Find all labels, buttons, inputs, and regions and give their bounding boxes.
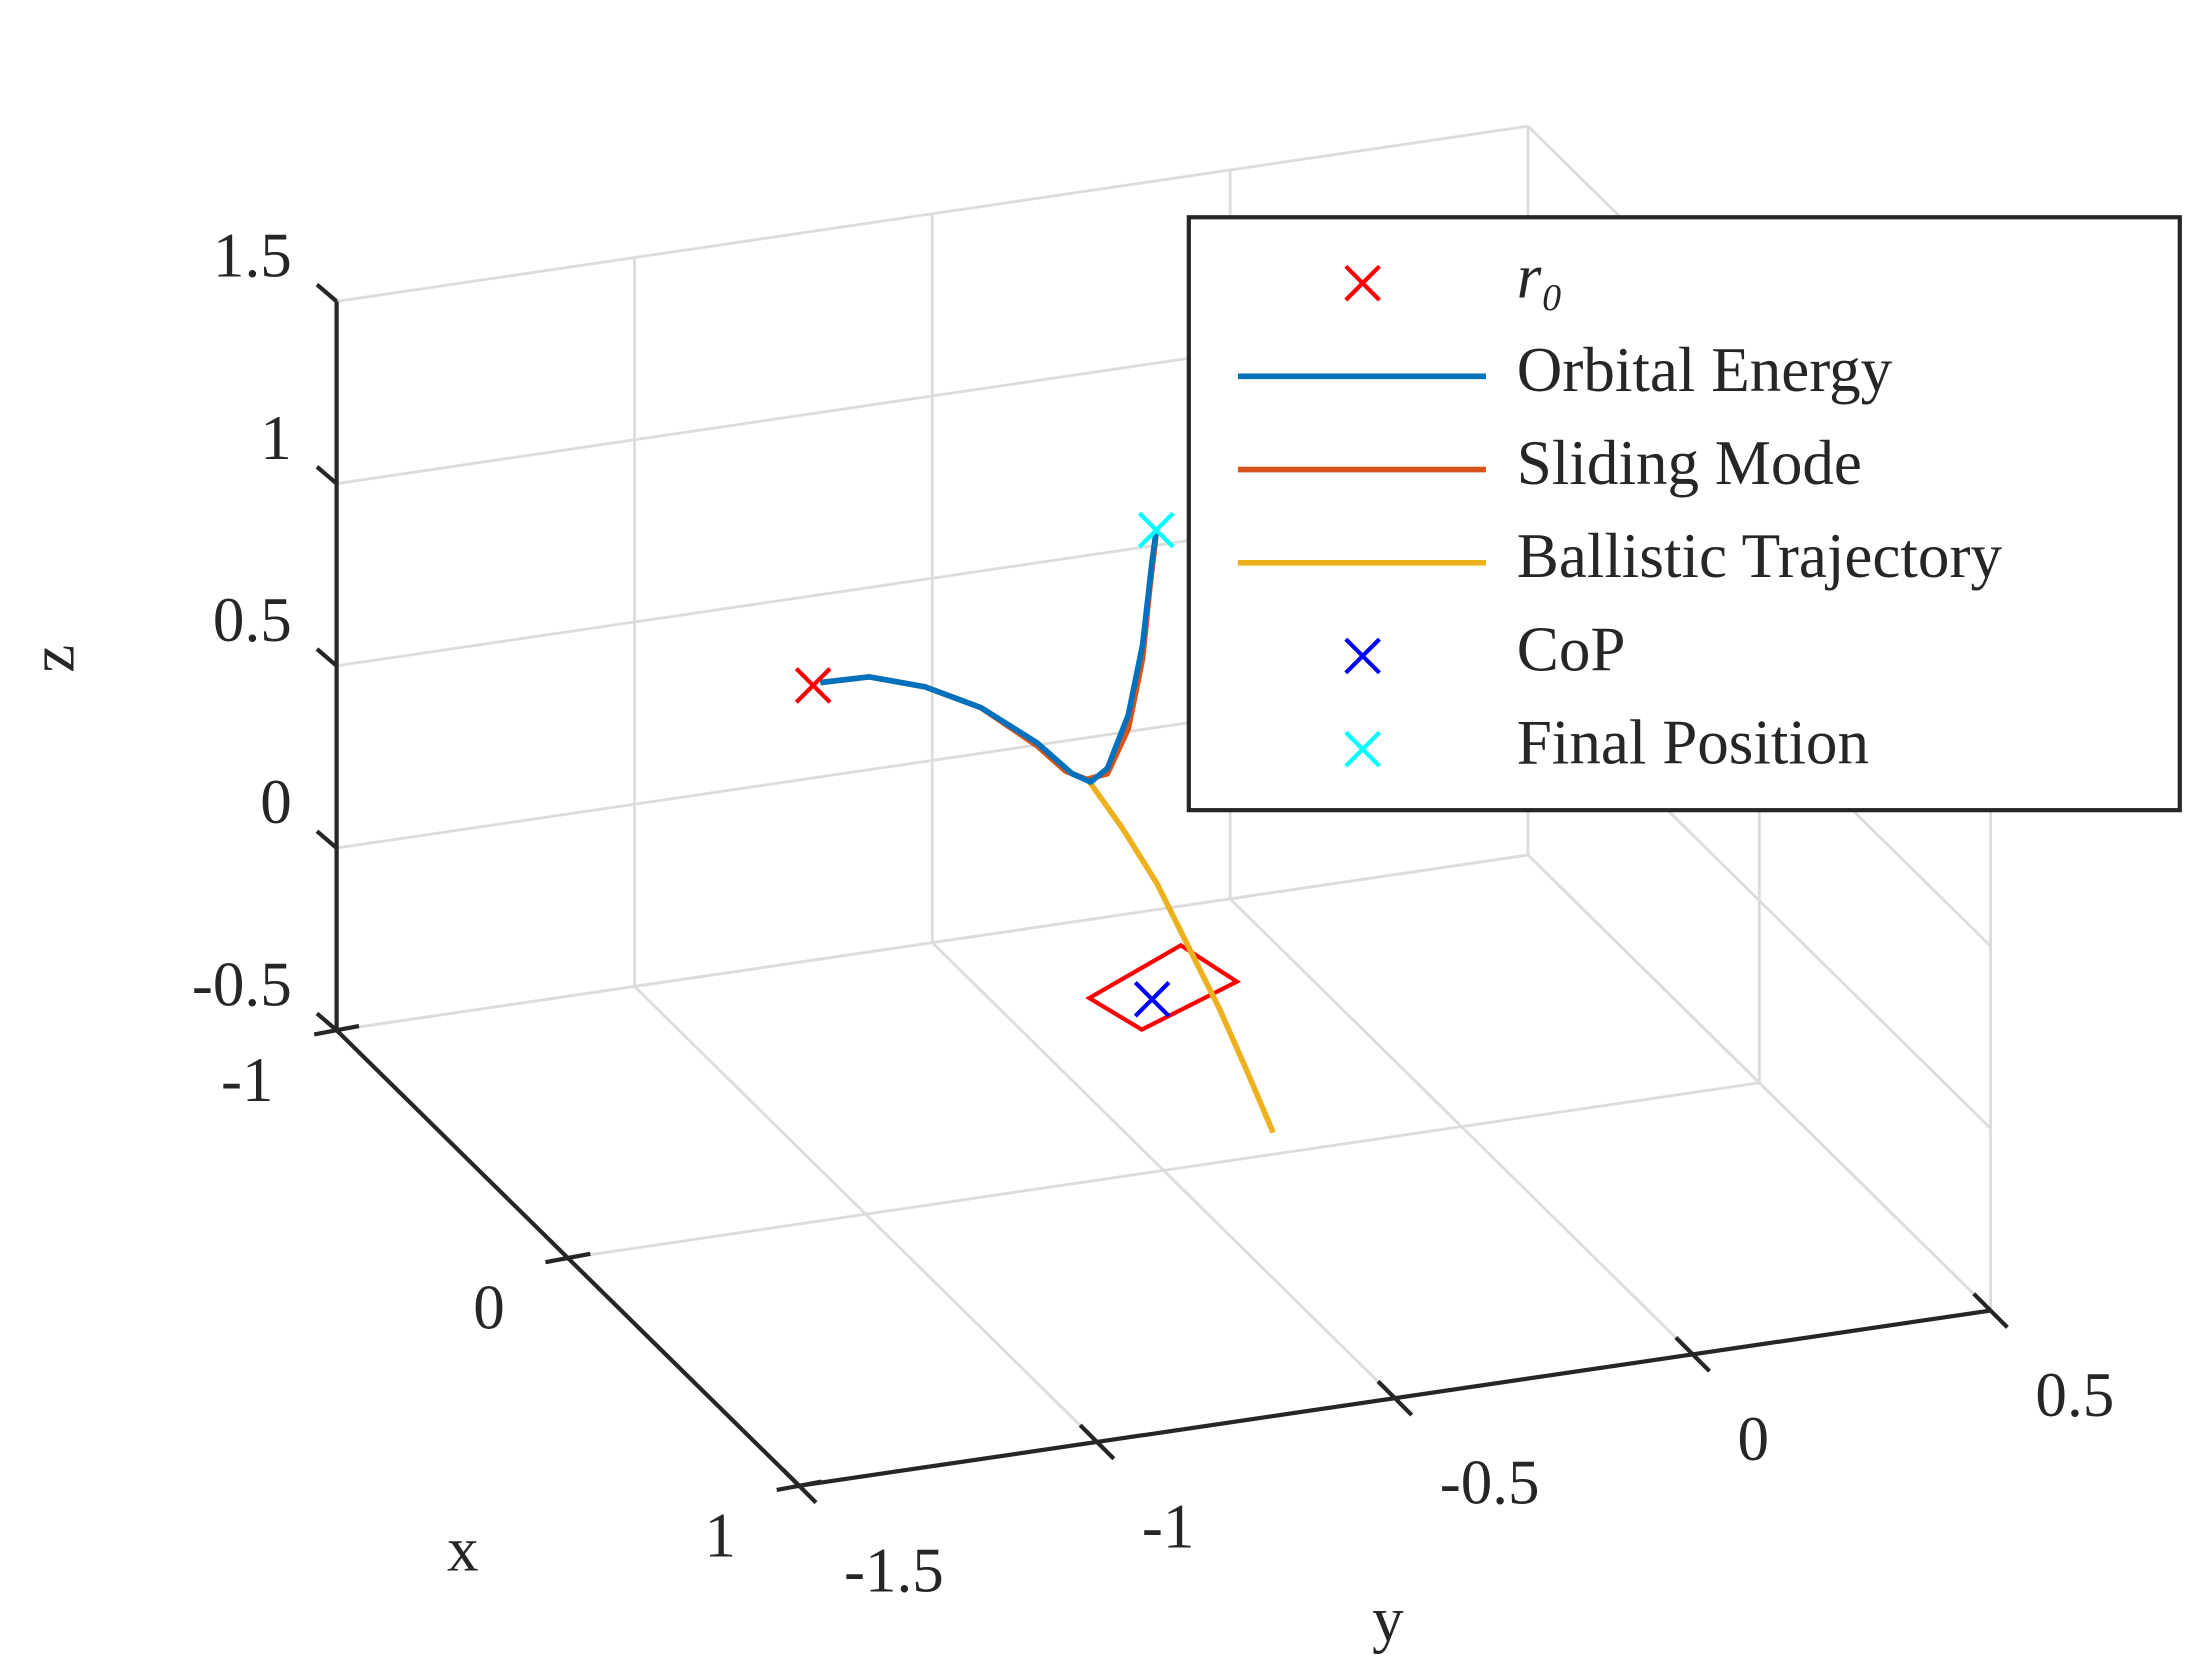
z-tick-label: 0.5 [213, 585, 292, 655]
legend-swatch [1344, 264, 1381, 302]
z-tick [315, 465, 338, 486]
y-tick [780, 1467, 801, 1488]
marker [794, 667, 832, 704]
legend-label: CoP [1517, 614, 1626, 684]
z-axis-label: z [18, 645, 88, 673]
legend: r₀ Orbital Energy Sliding Mode Ballistic Tr… [1186, 215, 2182, 813]
z-tick-label: 0 [260, 767, 292, 837]
plot-area [794, 511, 1276, 1134]
z-tick-label: 1 [260, 403, 292, 473]
legend-box [1186, 215, 2182, 813]
y-tick [1691, 1352, 1712, 1373]
x-tick-label: 1 [705, 1500, 737, 1570]
y-tick-label: -1.5 [844, 1535, 944, 1605]
legend-label: Ballistic Trajectory [1517, 521, 2003, 591]
y-tick [1393, 1396, 1414, 1417]
x-tick [336, 1023, 360, 1033]
support-polygon [1085, 942, 1242, 1033]
legend-swatch [1344, 637, 1381, 675]
z-tick-label: -0.5 [192, 949, 292, 1019]
series-line [819, 529, 1160, 785]
y-axis-label: y [1372, 1584, 1404, 1654]
y-tick-label: 0.5 [2035, 1360, 2114, 1430]
x-tick-label: -1 [221, 1045, 274, 1115]
series-line [1084, 776, 1276, 1134]
y-tick [1972, 1292, 1993, 1313]
legend-label: Final Position [1517, 708, 1869, 778]
x-tick-label: 0 [473, 1273, 505, 1343]
x-tick [313, 1028, 337, 1037]
marker [1133, 980, 1171, 1018]
legend-swatch [1344, 730, 1381, 768]
y-tick [1376, 1379, 1397, 1400]
y-tick [1095, 1440, 1116, 1461]
x-tick [545, 1255, 569, 1265]
y-tick-label: -0.5 [1440, 1448, 1540, 1518]
x-tick [567, 1251, 591, 1261]
x-tick [798, 1479, 822, 1488]
y-tick [797, 1484, 818, 1505]
grid-line [336, 853, 1529, 1032]
marker [1137, 511, 1175, 549]
z-tick-label: 1.5 [213, 221, 292, 291]
legend-label: Orbital Energy [1517, 335, 1893, 405]
y-tick [1078, 1423, 1099, 1444]
y-tick [1674, 1336, 1695, 1356]
grid-line [567, 1081, 1760, 1260]
y-tick-label: -1 [1142, 1492, 1195, 1562]
axes: -0.5 0 0.5 1 1.5 -1 0 1 -1.5 -1 -0.5 0 0.5 [192, 221, 2114, 1606]
legend-label: Sliding Mode [1517, 428, 1862, 498]
z-tick [315, 647, 338, 668]
y-tick [1989, 1309, 2009, 1329]
z-tick [315, 1011, 338, 1032]
x-axis-label: x [447, 1514, 479, 1584]
x-tick [776, 1483, 800, 1493]
y-tick-label: 0 [1738, 1404, 1770, 1474]
legend-label: r₀ [1517, 242, 1563, 312]
z-tick [315, 282, 338, 303]
z-tick [315, 829, 338, 850]
